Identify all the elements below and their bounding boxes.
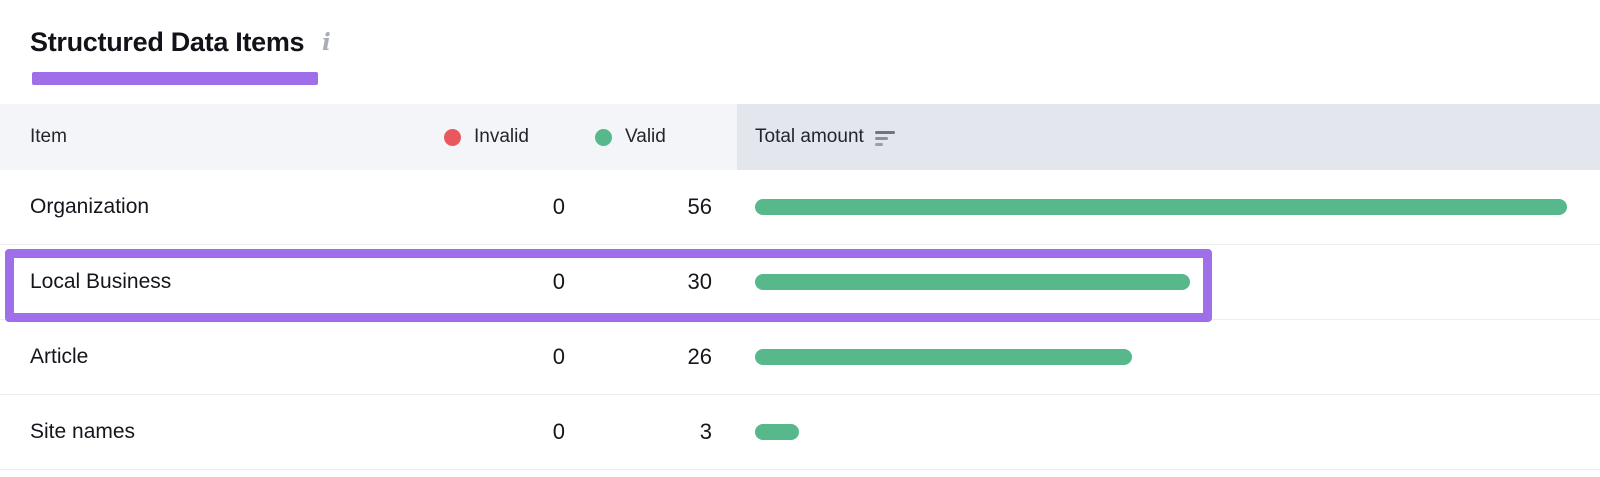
table-row[interactable]: Organization 0 56 (0, 170, 1600, 245)
total-amount-header-label: Total amount (755, 126, 864, 147)
info-icon[interactable]: i (322, 29, 331, 56)
invalid-count: 0 (552, 419, 565, 444)
invalid-count: 0 (552, 344, 565, 369)
total-amount-bar (755, 274, 1190, 290)
item-label: Local Business (30, 270, 172, 293)
column-header-total-amount[interactable]: Total amount (737, 104, 1600, 170)
invalid-header-label: Invalid (474, 126, 529, 147)
valid-count: 56 (687, 194, 712, 219)
table-header-row: Item Invalid Valid Total amount (0, 104, 1600, 170)
table-row[interactable]: Article 0 26 (0, 320, 1600, 395)
valid-count: 30 (687, 269, 712, 294)
item-label: Organization (30, 195, 150, 218)
valid-count: 3 (699, 419, 712, 444)
invalid-count: 0 (552, 269, 565, 294)
total-amount-bar (755, 199, 1567, 215)
total-amount-bar (755, 349, 1132, 365)
total-amount-bar (755, 424, 799, 440)
column-header-invalid: Invalid (444, 126, 529, 148)
annotation-underline (32, 72, 318, 85)
column-header-valid: Valid (595, 126, 666, 148)
valid-count: 26 (687, 344, 712, 369)
widget-title: Structured Data Items (30, 27, 305, 57)
column-header-item: Item (30, 126, 67, 147)
table-body: Organization 0 56 Local Business 0 30 Article 0… (0, 170, 1600, 470)
table-row[interactable]: Site names 0 3 (0, 395, 1600, 470)
item-label: Site names (30, 420, 136, 443)
invalid-dot-icon (444, 128, 461, 146)
table-row[interactable]: Local Business 0 30 (0, 245, 1600, 320)
valid-header-label: Valid (625, 126, 666, 147)
sort-descending-icon (874, 130, 895, 146)
invalid-count: 0 (552, 194, 565, 219)
item-label: Article (30, 345, 89, 368)
valid-dot-icon (595, 128, 612, 146)
